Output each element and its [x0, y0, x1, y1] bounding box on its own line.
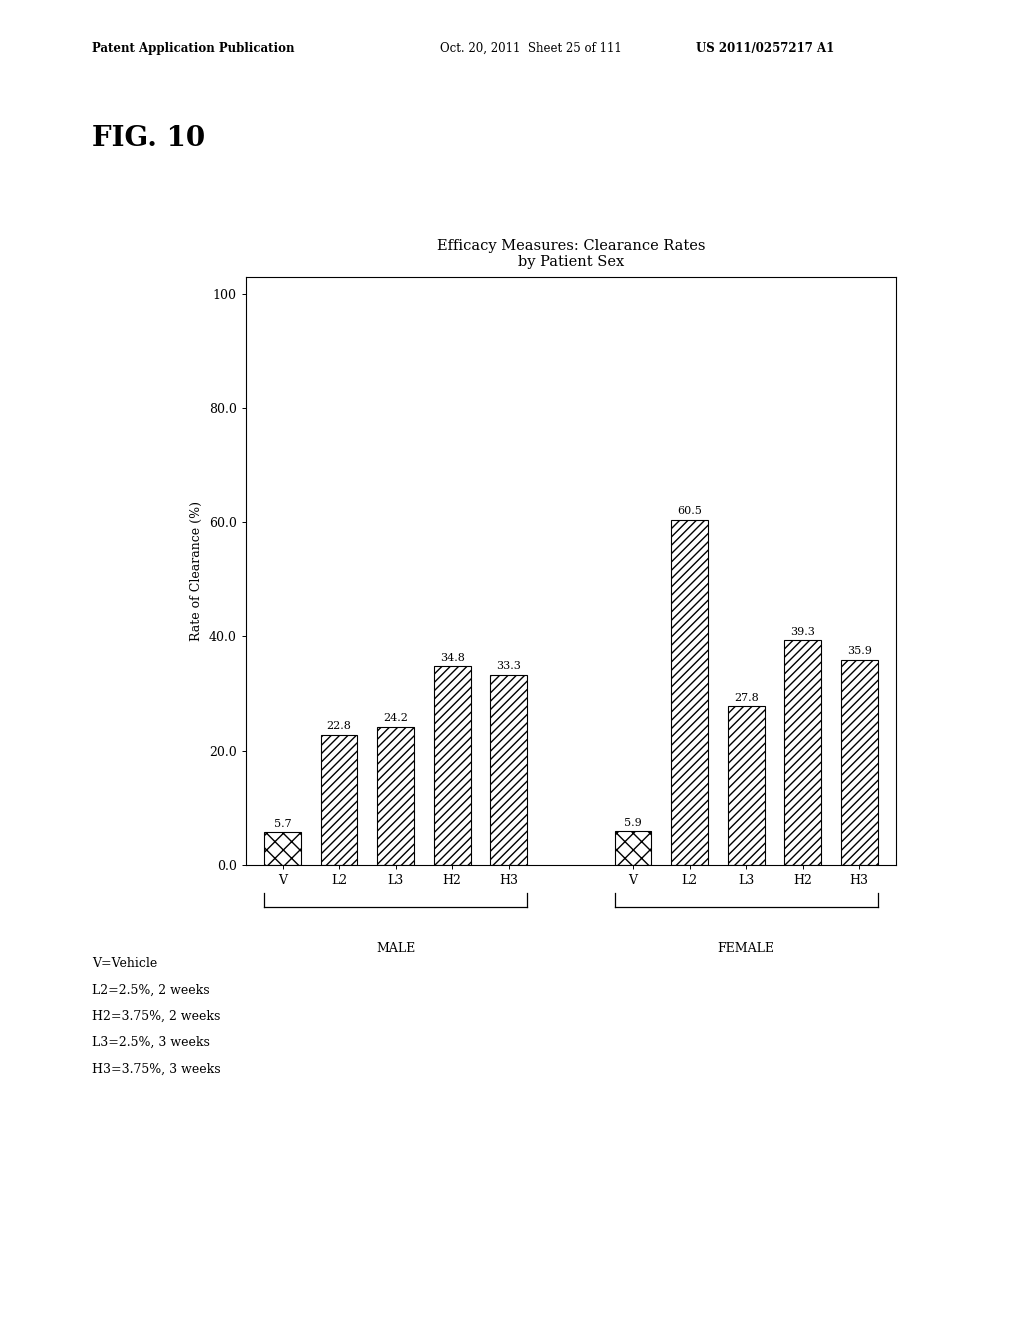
- Text: 60.5: 60.5: [677, 506, 702, 516]
- Text: L2=2.5%, 2 weeks: L2=2.5%, 2 weeks: [92, 983, 210, 997]
- Text: L3=2.5%, 3 weeks: L3=2.5%, 3 weeks: [92, 1036, 210, 1049]
- Bar: [728, 706, 765, 865]
- Text: 24.2: 24.2: [383, 713, 408, 723]
- Bar: [614, 832, 651, 865]
- Bar: [841, 660, 878, 865]
- Bar: [434, 667, 470, 865]
- Bar: [264, 832, 301, 865]
- Text: Oct. 20, 2011  Sheet 25 of 111: Oct. 20, 2011 Sheet 25 of 111: [440, 42, 622, 55]
- Bar: [784, 640, 821, 865]
- Text: 39.3: 39.3: [791, 627, 815, 638]
- Text: US 2011/0257217 A1: US 2011/0257217 A1: [696, 42, 835, 55]
- Text: 34.8: 34.8: [439, 652, 465, 663]
- Text: MALE: MALE: [376, 941, 415, 954]
- Bar: [490, 675, 527, 865]
- Text: H2=3.75%, 2 weeks: H2=3.75%, 2 weeks: [92, 1010, 220, 1023]
- Text: 35.9: 35.9: [847, 647, 871, 656]
- Text: H3=3.75%, 3 weeks: H3=3.75%, 3 weeks: [92, 1063, 221, 1076]
- Text: FEMALE: FEMALE: [718, 941, 775, 954]
- Text: 22.8: 22.8: [327, 721, 351, 731]
- Bar: [377, 726, 414, 865]
- Y-axis label: Rate of Clearance (%): Rate of Clearance (%): [190, 500, 204, 642]
- Text: 5.7: 5.7: [273, 818, 291, 829]
- Text: 27.8: 27.8: [734, 693, 759, 702]
- Bar: [321, 734, 357, 865]
- Text: FIG. 10: FIG. 10: [92, 125, 205, 152]
- Text: Patent Application Publication: Patent Application Publication: [92, 42, 295, 55]
- Text: V=Vehicle: V=Vehicle: [92, 957, 158, 970]
- Bar: [672, 520, 708, 865]
- Text: 33.3: 33.3: [497, 661, 521, 672]
- Title: Efficacy Measures: Clearance Rates
by Patient Sex: Efficacy Measures: Clearance Rates by Pa…: [436, 239, 706, 269]
- Text: 5.9: 5.9: [625, 817, 642, 828]
